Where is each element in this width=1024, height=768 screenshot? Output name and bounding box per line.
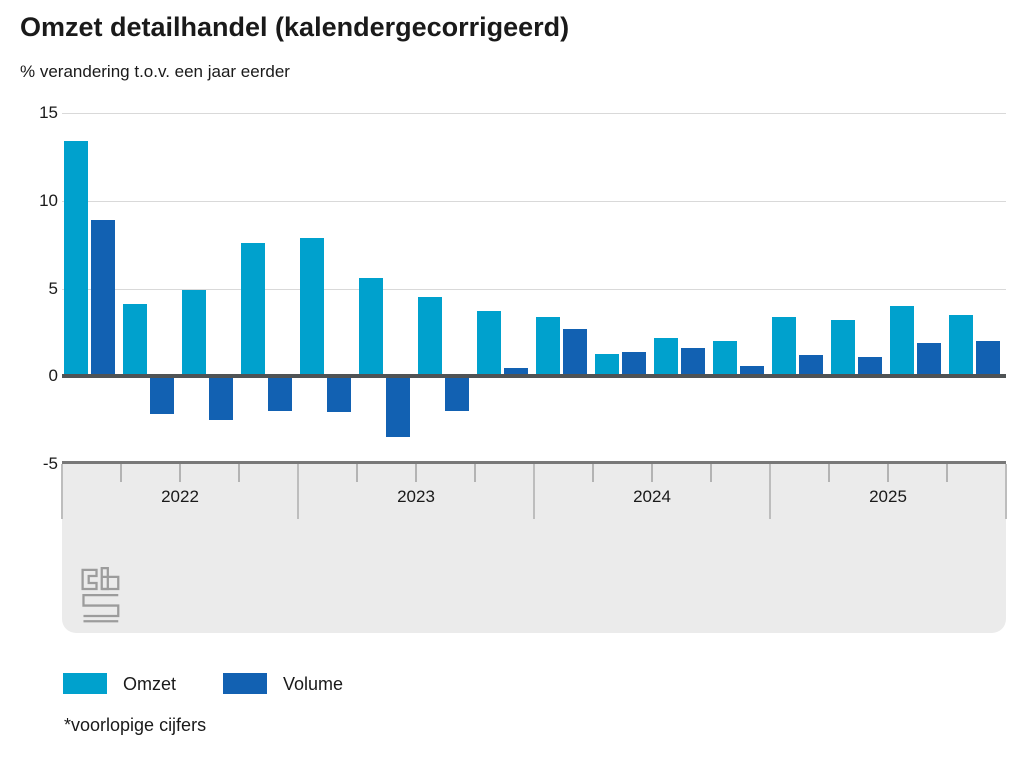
legend-swatch-omzet	[63, 673, 107, 694]
bar-volume-2023-q1	[327, 377, 351, 413]
bar-omzet-2025-q4	[949, 314, 973, 377]
legend-swatch-volume	[223, 673, 267, 694]
zero-line	[62, 374, 1006, 379]
x-axis-quarter-tick	[474, 464, 476, 482]
bar-volume-2022-q2	[150, 377, 174, 415]
bar-omzet-2023-q3	[418, 297, 442, 377]
legend-label-volume: Volume	[283, 674, 344, 694]
x-axis-quarter-tick	[120, 464, 122, 482]
legend-label-omzet: Omzet	[123, 674, 177, 694]
bar-volume-2025-q2	[858, 357, 882, 377]
bar-omzet-2024-q1	[536, 316, 560, 377]
bar-omzet-2024-q2	[595, 353, 619, 377]
gridline-5	[62, 288, 1006, 290]
bar-volume-2025-q3	[917, 343, 941, 377]
x-axis-year-label: 2025	[869, 487, 907, 506]
y-axis-tick-label: 15	[39, 103, 58, 123]
bar-volume-2023-q4	[504, 367, 528, 377]
x-axis-quarter-tick	[179, 464, 181, 482]
bar-volume-2025-q1	[799, 355, 823, 377]
x-axis-quarter-tick	[828, 464, 830, 482]
x-axis-year-tick	[297, 464, 299, 519]
x-axis-year-label: 2024	[633, 487, 671, 506]
bar-omzet-2025-q2	[831, 320, 855, 377]
bar-omzet-2022-q3	[182, 290, 206, 377]
bar-omzet-2023-q1	[300, 237, 324, 377]
bar-omzet-2022-q4	[241, 243, 265, 377]
x-axis-quarter-tick	[415, 464, 417, 482]
bar-omzet-2023-q4	[477, 311, 501, 377]
bar-omzet-2025-q1	[772, 316, 796, 377]
bar-volume-2024-q4	[740, 365, 764, 377]
bar-omzet-2024-q4	[713, 341, 737, 377]
bar-omzet-2022-q1	[64, 141, 88, 377]
bar-volume-2025-q4	[976, 341, 1000, 377]
cbs-logo	[81, 567, 120, 623]
x-axis-quarter-tick	[592, 464, 594, 482]
x-axis-year-tick	[61, 464, 63, 519]
bar-omzet-2022-q2	[123, 304, 147, 377]
x-axis-year-tick	[1005, 464, 1007, 519]
footnote: *voorlopige cijfers	[64, 715, 207, 735]
x-axis-quarter-tick	[946, 464, 948, 482]
x-axis-quarter-tick	[887, 464, 889, 482]
y-axis-tick-label: 10	[39, 190, 58, 210]
y-axis-tick-label: 5	[48, 278, 58, 298]
bar-volume-2022-q4	[268, 377, 292, 411]
bar-volume-2022-q1	[91, 220, 115, 377]
bar-volume-2024-q2	[622, 351, 646, 377]
bar-volume-2023-q2	[386, 377, 410, 438]
bar-omzet-2024-q3	[654, 337, 678, 377]
bar-omzet-2025-q3	[890, 306, 914, 377]
x-axis-quarter-tick	[651, 464, 653, 482]
bar-omzet-2023-q2	[359, 278, 383, 377]
gridline-15	[62, 113, 1006, 115]
gridline-10	[62, 200, 1006, 202]
x-axis-quarter-tick	[710, 464, 712, 482]
x-axis-line	[62, 461, 1006, 464]
bar-volume-2024-q1	[563, 329, 587, 377]
chart-title: Omzet detailhandel (kalendergecorrigeerd…	[20, 12, 570, 42]
x-axis-year-label: 2022	[161, 487, 199, 506]
x-axis-quarter-tick	[356, 464, 358, 482]
bar-volume-2024-q3	[681, 348, 705, 377]
x-axis-year-tick	[533, 464, 535, 519]
chart-subtitle: % verandering t.o.v. een jaar eerder	[20, 62, 290, 81]
y-axis-tick-label: 0	[48, 366, 58, 386]
x-axis-year-tick	[769, 464, 771, 519]
x-axis-quarter-tick	[238, 464, 240, 482]
y-axis-tick-label: -5	[42, 454, 58, 474]
bar-volume-2023-q3	[445, 377, 469, 411]
bar-volume-2022-q3	[209, 377, 233, 420]
x-axis-year-label: 2023	[397, 487, 435, 506]
